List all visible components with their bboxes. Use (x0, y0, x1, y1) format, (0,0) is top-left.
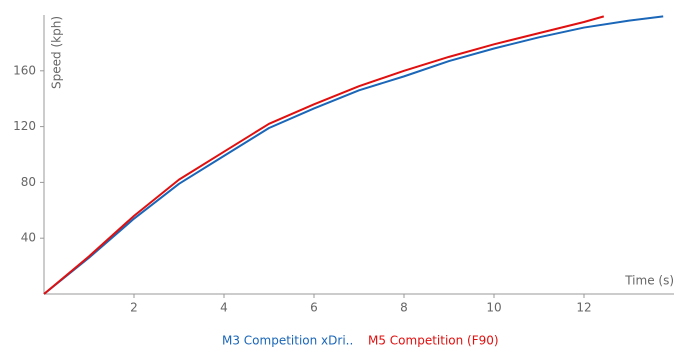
y-tick-label: 120 (13, 119, 36, 133)
series-line (43, 15, 605, 295)
x-tick-label: 10 (486, 301, 501, 315)
x-tick-label: 4 (220, 301, 228, 315)
x-axis-label: Time (s) (624, 274, 674, 288)
x-tick-label: 8 (400, 301, 408, 315)
legend-entry: M3 Competition xDri.. (222, 334, 353, 348)
series-line (43, 15, 664, 295)
y-tick-label: 160 (13, 63, 36, 77)
legend-entry: M5 Competition (F90) (368, 334, 499, 348)
x-tick-label: 6 (310, 301, 318, 315)
y-tick-label: 40 (21, 231, 36, 245)
y-tick-label: 80 (21, 175, 36, 189)
y-axis-label: Speed (kph) (50, 16, 64, 89)
x-tick-label: 2 (130, 301, 138, 315)
x-tick-label: 12 (576, 301, 591, 315)
